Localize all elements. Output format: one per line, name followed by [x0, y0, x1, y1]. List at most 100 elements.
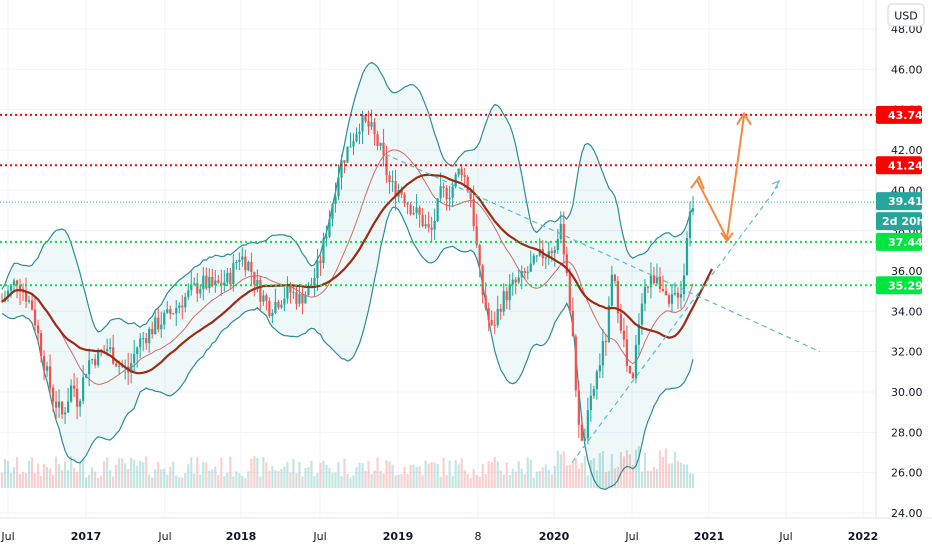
candle-body [325, 236, 328, 239]
volume-bar [304, 468, 307, 488]
candle-body [73, 385, 76, 389]
volume-bar [163, 468, 166, 488]
volume-bar [73, 467, 76, 488]
volume-bar [30, 457, 34, 488]
candle-body [451, 186, 454, 198]
volume-bar [187, 464, 190, 488]
x-tick-label: Jul [624, 530, 638, 543]
ascending-trendline[interactable] [571, 185, 779, 463]
volume-bar [574, 457, 577, 488]
volume-bar [490, 461, 493, 488]
candle-body [9, 285, 13, 291]
candle-body [448, 197, 451, 200]
candle-body [45, 366, 49, 371]
volume-bar [544, 464, 547, 488]
volume-bar [328, 468, 331, 488]
volume-bar [370, 474, 373, 488]
volume-bar [532, 477, 535, 488]
x-tick-label: Jul [157, 530, 171, 543]
volume-bar [66, 470, 70, 488]
volume-bar [619, 452, 622, 488]
descending-trendline[interactable] [384, 153, 821, 353]
volume-bar [60, 470, 64, 488]
volume-bar [142, 462, 145, 488]
candle-body [82, 377, 85, 401]
volume-bar [601, 451, 604, 488]
volume-bar [457, 464, 460, 488]
candle-body [217, 280, 220, 283]
volume-bar [15, 456, 19, 488]
candle-body [625, 339, 629, 366]
candle-body [658, 276, 662, 289]
candle-body [526, 271, 529, 273]
candle-body [628, 365, 632, 374]
grid [0, 0, 876, 518]
horizontal-levels[interactable] [0, 113, 876, 287]
candle-body [571, 310, 574, 337]
volume-bar [424, 460, 427, 488]
volume-bar [526, 457, 529, 488]
volume-bar [63, 461, 67, 488]
volume-bar [48, 468, 52, 488]
x-tick-label: 2018 [226, 530, 257, 543]
volume-bar [427, 463, 430, 488]
volume-bar [136, 465, 139, 488]
candle-body [226, 272, 229, 283]
candle-body [24, 291, 28, 302]
candle-body [577, 390, 580, 425]
volume-bar [550, 474, 553, 488]
candle-body [271, 312, 274, 317]
projection-path[interactable] [696, 115, 745, 242]
candle-body [79, 400, 82, 407]
volume-bar [51, 475, 55, 488]
volume-bar [559, 454, 562, 488]
volume-bar [343, 458, 346, 488]
candle-body [286, 285, 289, 299]
volume-bar [565, 465, 568, 488]
candle-body [493, 324, 496, 326]
volume-bar [193, 473, 196, 488]
candle-body [580, 424, 583, 441]
volume-bar [12, 467, 16, 488]
time-axis[interactable]: Jul 2017 Jul 2018 Jul 2019 8 2020 Jul 2021 Jul 2022 [0, 530, 878, 543]
candle-body [54, 401, 58, 408]
volume-bar [571, 462, 574, 488]
candle-body [0, 301, 4, 303]
candle-body [445, 187, 448, 200]
volume-bar [568, 464, 571, 488]
candle-body [547, 251, 550, 258]
volume-bar [529, 459, 532, 488]
volume-bar [33, 472, 37, 488]
candle-body [184, 296, 187, 308]
candle-body [421, 214, 424, 227]
volume-bar [322, 460, 325, 488]
candle-body [30, 300, 34, 310]
volume-bar [115, 464, 118, 488]
volume-bar [349, 477, 352, 488]
volume-bar [199, 474, 202, 488]
volume-bar [0, 472, 4, 488]
countdown-label: 2d 20h [882, 215, 925, 228]
volume-bar [82, 459, 85, 488]
candle-body [181, 305, 184, 308]
last-price-badge [876, 192, 922, 211]
volume-bar [151, 477, 154, 488]
candle-body [586, 410, 589, 439]
y-tick-label: 32.00 [891, 346, 923, 359]
candle-body [322, 238, 325, 264]
volume-bar [85, 477, 88, 488]
volume-bar [79, 462, 82, 488]
volume-bar [157, 461, 160, 488]
candle-body [610, 274, 613, 306]
candle-body [409, 204, 412, 215]
volume-bar [421, 475, 424, 488]
volume-bar [475, 474, 478, 488]
candle-body [91, 359, 94, 361]
currency-button[interactable]: USD [887, 3, 925, 27]
candle-body [292, 292, 295, 294]
candle-body [346, 146, 349, 163]
trend-annotations[interactable] [384, 111, 821, 463]
volume-bar [508, 475, 511, 488]
